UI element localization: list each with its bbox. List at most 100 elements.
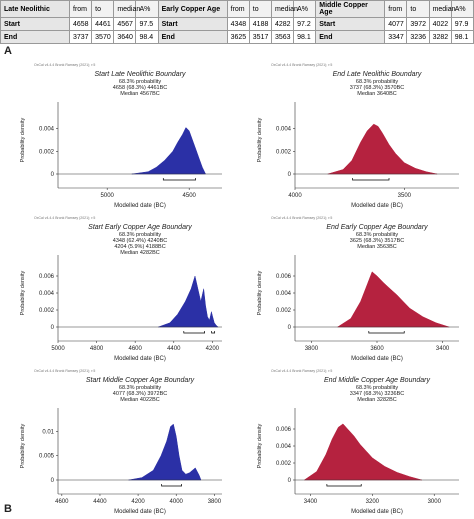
plot-header: OxCal v4.4.4 Bronk Ramsey (2021); r:5 — [34, 63, 95, 67]
x-tick-label: 3800 — [305, 346, 319, 352]
y-tick-label: 0.006 — [39, 274, 55, 280]
y-tick-label: 0.002 — [39, 149, 55, 155]
hpd-range — [183, 331, 205, 334]
x-tick-label: 4600 — [55, 499, 69, 505]
plot-note: 68.3% probability — [119, 79, 161, 85]
cell: 4567 — [113, 17, 137, 31]
y-axis-label: Probability density — [20, 423, 26, 468]
data-row: Start 4658 4461 4567 97.5 Start 4348 4188 4282 97… — [0, 17, 474, 31]
column-header: from — [226, 0, 250, 18]
group-name: Late Neolithic — [0, 0, 70, 18]
row-label: End — [0, 30, 70, 44]
density-area — [327, 123, 438, 175]
x-tick-label: 4500 — [183, 193, 197, 199]
density-area — [158, 275, 219, 328]
column-header: median — [270, 0, 298, 18]
row-label: Start — [315, 17, 386, 31]
y-tick-label: 0 — [288, 325, 292, 331]
density-area — [336, 271, 450, 328]
cell: 3570 — [91, 30, 115, 44]
y-tick-label: 0.004 — [39, 127, 55, 133]
plot-title: Start Late Neolithic Boundary — [94, 71, 186, 78]
column-header: A% — [450, 0, 474, 18]
plot-title: End Late Neolithic Boundary — [333, 71, 422, 78]
y-tick-label: 0.006 — [276, 427, 292, 433]
y-axis-label: Probability density — [20, 270, 26, 315]
y-tick-label: 0.005 — [39, 454, 55, 460]
x-tick-label: 5000 — [101, 193, 115, 199]
plot-note: Median 3282BC — [357, 397, 396, 403]
cell: 3640 — [113, 30, 137, 44]
x-tick-label: 4400 — [93, 499, 107, 505]
hpd-range — [211, 331, 216, 334]
hpd-range — [162, 178, 196, 181]
hpd-range — [161, 484, 182, 487]
cell: 3972 — [406, 17, 430, 31]
x-axis-label: Modelled date (BC) — [114, 356, 166, 362]
hpd-range — [368, 331, 405, 334]
y-tick-label: 0.004 — [39, 291, 55, 297]
column-header: median — [113, 0, 140, 18]
y-tick-label: 0 — [288, 172, 292, 178]
row-label: Start — [0, 17, 70, 31]
density-area — [128, 423, 202, 481]
cell: 4658 — [68, 17, 93, 31]
plot-note: 4658 (68.3%) 4461BC — [113, 85, 167, 91]
plot-header: OxCal v4.4.4 Bronk Ramsey (2021); r:5 — [271, 369, 332, 373]
y-axis-label: Probability density — [20, 117, 26, 162]
column-header: A% — [293, 0, 317, 18]
plot-note: 3737 (68.3%) 3570BC — [350, 85, 404, 91]
plot-header: OxCal v4.4.4 Bronk Ramsey (2021); r:5 — [271, 63, 332, 67]
cell: 4461 — [91, 17, 115, 31]
x-axis-label: Modelled date (BC) — [351, 356, 403, 362]
y-tick-label: 0 — [51, 478, 55, 484]
column-header: to — [406, 0, 430, 18]
hpd-range — [326, 484, 362, 487]
hpd-range — [352, 178, 390, 181]
x-tick-label: 4600 — [128, 346, 142, 352]
plot-note: Median 4022BC — [120, 397, 159, 403]
x-tick-label: 4000 — [170, 499, 184, 505]
column-header: A% — [135, 0, 159, 18]
x-tick-label: 3400 — [304, 499, 318, 505]
cell: 97.2 — [293, 17, 317, 31]
plot-note: Median 3563BC — [357, 244, 396, 250]
cell: 3347 — [384, 30, 408, 44]
column-header: to — [248, 0, 272, 18]
data-row: End 3737 3570 3640 98.4 End 3625 3517 3563 98.1 En… — [0, 30, 474, 44]
cell: 3563 — [270, 30, 295, 44]
y-tick-label: 0.01 — [42, 429, 54, 435]
cell: 4188 — [248, 17, 272, 31]
plot-note: 68.3% probability — [119, 232, 161, 238]
x-axis-label: Modelled date (BC) — [114, 509, 166, 515]
cell: 98.1 — [293, 30, 317, 44]
x-tick-label: 3500 — [398, 193, 412, 199]
cell: 98.1 — [450, 30, 474, 44]
x-tick-label: 3800 — [208, 499, 222, 505]
y-tick-label: 0.004 — [276, 291, 292, 297]
plot-title: End Early Copper Age Boundary — [326, 224, 428, 231]
y-tick-label: 0.004 — [276, 444, 292, 450]
x-tick-label: 3400 — [436, 346, 450, 352]
plot-note: Median 4282BC — [120, 250, 159, 256]
y-tick-label: 0.002 — [276, 308, 292, 314]
x-tick-label: 3200 — [366, 499, 380, 505]
plot-note: Median 3640BC — [357, 91, 396, 97]
plot-note: 3347 (68.3%) 3236BC — [350, 391, 404, 397]
cell: 4022 — [428, 17, 452, 31]
density-area — [303, 423, 422, 481]
cell: 97.9 — [450, 17, 474, 31]
cell: 97.5 — [135, 17, 159, 31]
y-tick-label: 0.004 — [276, 127, 292, 133]
plot-header: OxCal v4.4.4 Bronk Ramsey (2021); r:5 — [34, 216, 95, 220]
x-tick-label: 3600 — [370, 346, 384, 352]
plot-note: 4348 (62.4%) 4240BC — [113, 238, 167, 244]
density-area — [131, 127, 206, 175]
column-header: median — [428, 0, 456, 18]
panel-label: A — [4, 45, 12, 57]
y-tick-label: 0.002 — [276, 461, 292, 467]
y-tick-label: 0 — [51, 172, 55, 178]
row-label: Start — [157, 17, 228, 31]
plot-note: Median 4567BC — [120, 91, 159, 97]
